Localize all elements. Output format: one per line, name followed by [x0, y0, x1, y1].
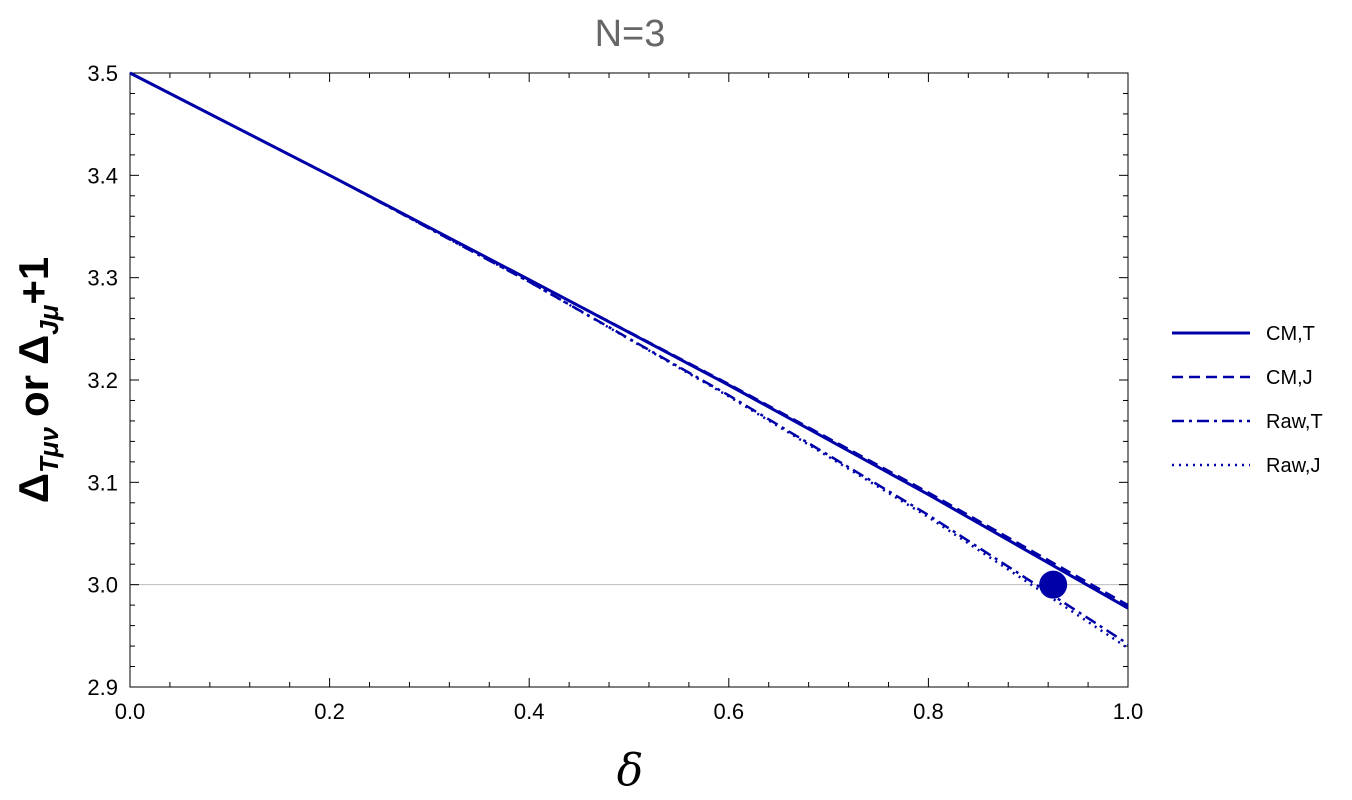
legend-label-4: Raw,J — [1266, 455, 1320, 477]
x-tick-label: 0.8 — [913, 699, 944, 724]
y-tick-label: 3.4 — [87, 163, 118, 188]
x-tick-label: 0.0 — [115, 699, 146, 724]
legend-label-3: Raw,T — [1266, 411, 1323, 433]
x-tick-label: 0.6 — [714, 699, 745, 724]
y-label-suffix: +1 — [10, 257, 57, 305]
marker-point — [1039, 570, 1068, 599]
x-axis-label: δ — [617, 745, 644, 796]
y-tick-label: 3.2 — [87, 368, 118, 393]
y-axis-label: ΔTμνorΔJμ+1 — [10, 257, 64, 503]
series-line-4 — [129, 71, 1129, 650]
series-line-2 — [129, 71, 1129, 607]
x-tick-label: 0.4 — [514, 699, 545, 724]
plot-frame — [129, 72, 1129, 688]
x-tick-label: 0.2 — [314, 699, 345, 724]
axis-tick-labels: 0.0 0.2 0.4 0.6 0.8 1.0 2.9 3.0 3.1 3.2 3.3 3.4 3.5 — [87, 61, 1143, 724]
y-tick-label: 3.0 — [87, 573, 118, 598]
y-tick-label: 3.1 — [87, 470, 118, 495]
y-tick-label: 2.9 — [87, 675, 118, 700]
legend-label-1: CM,T — [1266, 323, 1315, 345]
y-label-or: or — [10, 375, 57, 417]
y-tick-label: 3.3 — [87, 266, 118, 291]
legend: CM,T CM,J Raw,T Raw,J — [1172, 323, 1323, 477]
y-tick-label: 3.5 — [87, 61, 118, 86]
y-label-delta-a: Δ — [10, 473, 57, 503]
data-series — [129, 71, 1129, 650]
x-tick-label: 1.0 — [1113, 699, 1144, 724]
y-label-delta-b: Δ — [10, 335, 57, 365]
chart-title: N=3 — [595, 13, 666, 55]
y-label-sub-b: Jμ — [34, 304, 64, 334]
marker-group — [1039, 570, 1068, 599]
y-label-sub-a: Tμν — [34, 426, 64, 473]
series-line-3 — [129, 71, 1129, 646]
legend-label-2: CM,J — [1266, 367, 1313, 389]
axis-ticks — [129, 72, 1129, 688]
series-line-1 — [129, 71, 1129, 610]
